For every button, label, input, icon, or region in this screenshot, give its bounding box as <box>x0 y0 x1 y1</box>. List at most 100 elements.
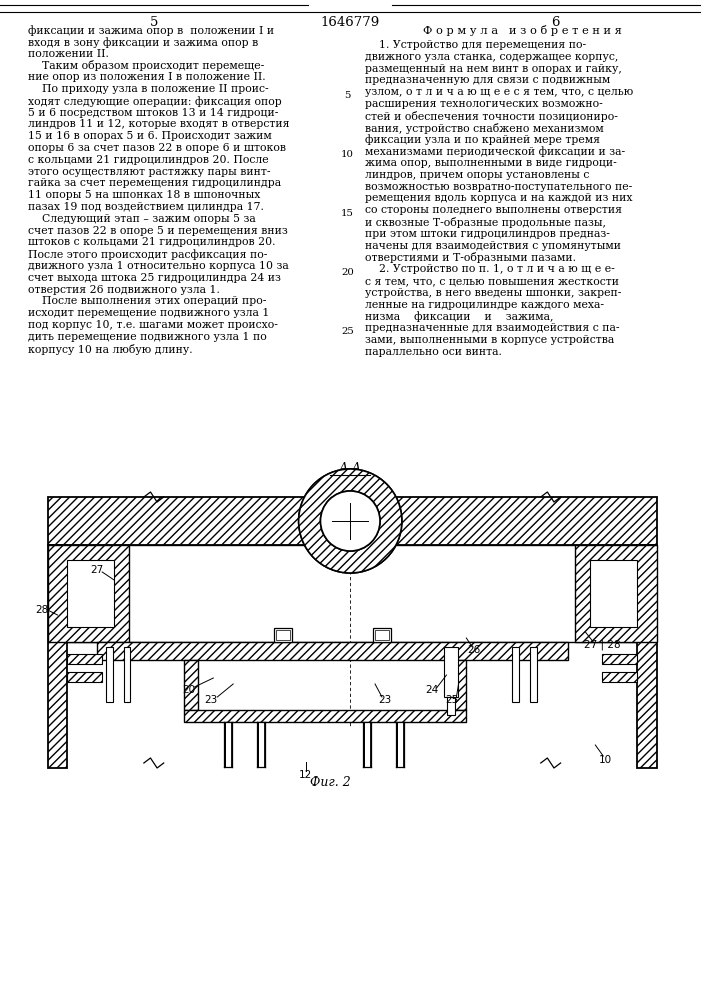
Text: опоры 6 за счет пазов 22 в опоре 6 и штоков: опоры 6 за счет пазов 22 в опоре 6 и што… <box>28 143 286 153</box>
Text: отверстия 26 подвижного узла 1.: отверстия 26 подвижного узла 1. <box>28 285 220 295</box>
Bar <box>98 642 568 660</box>
Text: низма    фиксации    и    зажима,: низма фиксации и зажима, <box>365 311 554 322</box>
Text: дить перемещение подвижного узла 1 по: дить перемещение подвижного узла 1 по <box>28 332 267 342</box>
Bar <box>105 647 112 702</box>
Text: 27: 27 <box>90 565 104 575</box>
Bar <box>513 647 520 702</box>
Text: 20: 20 <box>341 268 354 277</box>
Bar <box>184 710 467 722</box>
Text: счет выхода штока 25 гидроцилиндра 24 из: счет выхода штока 25 гидроцилиндра 24 из <box>28 273 281 283</box>
Bar <box>373 628 391 642</box>
Text: 26: 26 <box>467 645 481 655</box>
Text: положении II.: положении II. <box>28 49 109 59</box>
Text: корпусу 10 на любую длину.: корпусу 10 на любую длину. <box>28 344 192 355</box>
Text: движного узла 1 относительно корпуса 10 за: движного узла 1 относительно корпуса 10 … <box>28 261 288 271</box>
Bar <box>602 672 637 682</box>
Bar <box>47 545 67 768</box>
Bar <box>602 654 637 664</box>
Text: и сквозные Т-образные продольные пазы,: и сквозные Т-образные продольные пазы, <box>365 217 606 228</box>
Bar <box>375 630 389 640</box>
Text: 28: 28 <box>35 605 48 615</box>
Text: расширения технологических возможно-: расширения технологических возможно- <box>365 99 603 109</box>
Text: 6: 6 <box>551 16 560 29</box>
Bar <box>47 545 129 642</box>
Text: пазах 19 под воздействием цилиндра 17.: пазах 19 под воздействием цилиндра 17. <box>28 202 264 212</box>
Text: 12: 12 <box>299 770 312 780</box>
Bar <box>530 647 537 702</box>
Text: 1646779: 1646779 <box>320 16 380 29</box>
Text: По приходу узла в положение II проис-: По приходу узла в положение II проис- <box>28 84 269 94</box>
Text: параллельно оси винта.: параллельно оси винта. <box>365 347 502 357</box>
Bar <box>276 630 290 640</box>
Text: фиксации и зажима опор в  положении I и: фиксации и зажима опор в положении I и <box>28 25 274 36</box>
Text: ние опор из положения I в положение II.: ние опор из положения I в положение II. <box>28 72 265 82</box>
Bar <box>184 660 199 710</box>
Text: 25: 25 <box>445 695 458 705</box>
Circle shape <box>320 491 380 551</box>
Text: Ф о р м у л а   и з о б р е т е н и я: Ф о р м у л а и з о б р е т е н и я <box>423 25 622 36</box>
Bar <box>575 545 657 642</box>
Text: зами, выполненными в корпусе устройства: зами, выполненными в корпусе устройства <box>365 335 614 345</box>
Text: 23: 23 <box>205 695 218 705</box>
Circle shape <box>298 469 402 573</box>
Text: штоков с кольцами 21 гидроцилиндров 20.: штоков с кольцами 21 гидроцилиндров 20. <box>28 237 275 247</box>
Bar <box>452 660 467 710</box>
Text: механизмами периодической фиксации и за-: механизмами периодической фиксации и за- <box>365 146 625 157</box>
Text: с кольцами 21 гидроцилиндров 20. После: с кольцами 21 гидроцилиндров 20. После <box>28 155 269 165</box>
Text: 2. Устройство по п. 1, о т л и ч а ю щ е е-: 2. Устройство по п. 1, о т л и ч а ю щ е… <box>365 264 615 274</box>
Text: размещенный на нем винт в опорах и гайку,: размещенный на нем винт в опорах и гайку… <box>365 64 622 74</box>
Text: вания, устройство снабжено механизмом: вания, устройство снабжено механизмом <box>365 123 604 134</box>
Text: при этом штоки гидроцилиндров предназ-: при этом штоки гидроцилиндров предназ- <box>365 229 610 239</box>
Bar <box>590 560 637 627</box>
Text: входя в зону фиксации и зажима опор в: входя в зону фиксации и зажима опор в <box>28 37 258 48</box>
Text: фиксации узла и по крайней мере тремя: фиксации узла и по крайней мере тремя <box>365 134 600 145</box>
Text: счет пазов 22 в опоре 5 и перемещения вниз: счет пазов 22 в опоре 5 и перемещения вн… <box>28 226 288 236</box>
Text: 20: 20 <box>182 685 195 695</box>
Text: предназначенные для взаимодействия с па-: предназначенные для взаимодействия с па- <box>365 323 619 333</box>
Text: предназначенную для связи с подвижным: предназначенную для связи с подвижным <box>365 75 610 85</box>
Bar <box>274 628 292 642</box>
Text: ленные на гидроцилиндре каждого меха-: ленные на гидроцилиндре каждого меха- <box>365 300 604 310</box>
Bar <box>445 647 458 697</box>
Text: 25: 25 <box>341 327 354 336</box>
Bar <box>637 545 657 768</box>
Text: исходит перемещение подвижного узла 1: исходит перемещение подвижного узла 1 <box>28 308 269 318</box>
Text: Таким образом происходит перемеще-: Таким образом происходит перемеще- <box>28 60 264 71</box>
Text: 5 и 6 посредством штоков 13 и 14 гидроци-: 5 и 6 посредством штоков 13 и 14 гидроци… <box>28 108 278 118</box>
Text: А-А: А-А <box>339 462 362 475</box>
Text: 11 опоры 5 на шпонках 18 в шпоночных: 11 опоры 5 на шпонках 18 в шпоночных <box>28 190 260 200</box>
Bar <box>67 672 103 682</box>
Text: линдров, причем опоры установлены с: линдров, причем опоры установлены с <box>365 170 590 180</box>
Text: под корпус 10, т.е. шагами может происхо-: под корпус 10, т.е. шагами может происхо… <box>28 320 278 330</box>
Text: Фиг. 2: Фиг. 2 <box>310 776 351 789</box>
Text: 23: 23 <box>378 695 392 705</box>
Bar <box>67 545 637 642</box>
Bar <box>448 697 455 715</box>
Bar <box>124 647 131 702</box>
Text: отверстиями и Т-образными пазами.: отверстиями и Т-образными пазами. <box>365 252 576 263</box>
Text: 27 | 28: 27 | 28 <box>584 640 621 650</box>
Text: 5: 5 <box>150 16 158 29</box>
Text: Следующий этап – зажим опоры 5 за: Следующий этап – зажим опоры 5 за <box>28 214 255 224</box>
Text: с я тем, что, с целью повышения жесткости: с я тем, что, с целью повышения жесткост… <box>365 276 619 286</box>
Bar <box>67 654 103 664</box>
Text: ходят следующие операции: фиксация опор: ходят следующие операции: фиксация опор <box>28 96 281 107</box>
Text: ремещения вдоль корпуса и на каждой из них: ремещения вдоль корпуса и на каждой из н… <box>365 193 633 203</box>
Text: начены для взаимодействия с упомянутыми: начены для взаимодействия с упомянутыми <box>365 241 621 251</box>
Text: устройства, в него введены шпонки, закреп-: устройства, в него введены шпонки, закре… <box>365 288 621 298</box>
Text: 10: 10 <box>341 150 354 159</box>
Text: жима опор, выполненными в виде гидроци-: жима опор, выполненными в виде гидроци- <box>365 158 617 168</box>
Text: 1. Устройство для перемещения по-: 1. Устройство для перемещения по- <box>365 40 586 50</box>
Text: После этого происходит расфиксация по-: После этого происходит расфиксация по- <box>28 249 267 260</box>
Bar <box>67 560 114 627</box>
Text: возможностью возвратно-поступательного пе-: возможностью возвратно-поступательного п… <box>365 182 632 192</box>
Text: стей и обеспечения точности позициониро-: стей и обеспечения точности позициониро- <box>365 111 618 122</box>
Text: 10: 10 <box>599 755 612 765</box>
Text: движного узла станка, содержащее корпус,: движного узла станка, содержащее корпус, <box>365 52 619 62</box>
Text: 15 и 16 в опорах 5 и 6. Происходит зажим: 15 и 16 в опорах 5 и 6. Происходит зажим <box>28 131 271 141</box>
Text: этого осуществляют растяжку пары винт-: этого осуществляют растяжку пары винт- <box>28 167 270 177</box>
Text: гайка за счет перемещения гидроцилиндра: гайка за счет перемещения гидроцилиндра <box>28 178 281 188</box>
Text: После выполнения этих операций про-: После выполнения этих операций про- <box>28 296 266 306</box>
Text: линдров 11 и 12, которые входят в отверстия: линдров 11 и 12, которые входят в отверс… <box>28 119 289 129</box>
Text: со стороны поледнего выполнены отверстия: со стороны поледнего выполнены отверстия <box>365 205 622 215</box>
